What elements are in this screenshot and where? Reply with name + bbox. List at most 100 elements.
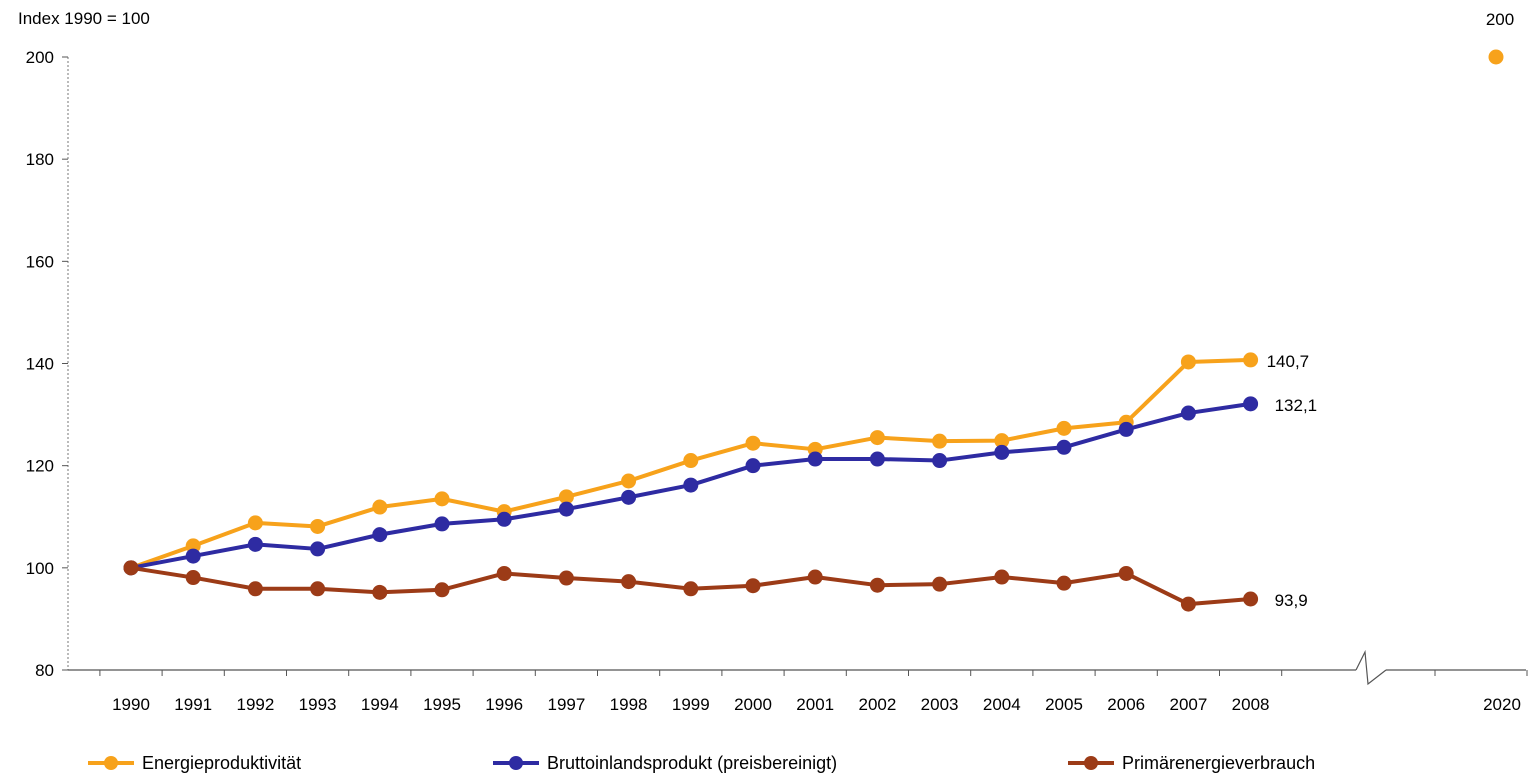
- data-point: [310, 541, 326, 557]
- data-point: [310, 581, 326, 597]
- data-point: [807, 451, 823, 467]
- x-tick-label: 2003: [921, 695, 959, 714]
- data-point: [869, 430, 885, 446]
- legend-swatch-marker: [1084, 756, 1098, 770]
- x-tick-label: 1992: [236, 695, 274, 714]
- x-tick-label: 1995: [423, 695, 461, 714]
- x-axis-break: [1355, 649, 1387, 686]
- x-tick-label: 1990: [112, 695, 150, 714]
- data-point: [1180, 354, 1196, 370]
- data-point: [558, 570, 574, 586]
- x-tick-label: 2005: [1045, 695, 1083, 714]
- data-point: [558, 501, 574, 517]
- data-point: [434, 582, 450, 598]
- data-point: [683, 581, 699, 597]
- data-point: [745, 435, 761, 451]
- legend-swatch-marker: [509, 756, 523, 770]
- y-tick-label: 200: [26, 48, 54, 67]
- data-point: [869, 451, 885, 467]
- legend-swatch: [1068, 756, 1114, 770]
- x-tick-label: 2002: [858, 695, 896, 714]
- series-1: 140,7: [123, 352, 1310, 576]
- series-3: 93,9: [123, 560, 1308, 612]
- data-point: [1056, 575, 1072, 591]
- data-point: [994, 433, 1010, 449]
- y-tick-label: 140: [26, 355, 54, 374]
- data-point: [932, 433, 948, 449]
- legend-swatch: [88, 756, 134, 770]
- data-point: [932, 576, 948, 592]
- legend-label: Energieproduktivität: [142, 752, 302, 773]
- data-point: [932, 453, 948, 469]
- data-point: [310, 518, 326, 534]
- legend-label: Bruttoinlandsprodukt (preisbereinigt): [547, 752, 838, 773]
- end-value-label: 93,9: [1275, 591, 1308, 610]
- data-point: [372, 527, 388, 543]
- data-point: [247, 515, 263, 531]
- data-point: [185, 570, 201, 586]
- x-tick-label: 2008: [1232, 695, 1270, 714]
- legend-item: Primärenergieverbrauch: [1068, 748, 1315, 778]
- series-2: 132,1: [123, 396, 1318, 576]
- x-tick-label: 1991: [174, 695, 212, 714]
- data-point: [1180, 405, 1196, 421]
- data-point: [621, 489, 637, 505]
- x-tick-label: 2000: [734, 695, 772, 714]
- y-tick-label: 120: [26, 457, 54, 476]
- data-point: [1243, 396, 1259, 412]
- data-point: [807, 569, 823, 585]
- data-point: [994, 569, 1010, 585]
- x-tick-label: 1993: [299, 695, 337, 714]
- data-point: [745, 578, 761, 594]
- x-tick-label: 1997: [547, 695, 585, 714]
- y-tick-label: 80: [35, 661, 54, 680]
- axes: 80 100 120 140 160 180 200 1990 1991 1992 1993 1994…: [26, 48, 1528, 714]
- data-point: [1243, 591, 1259, 607]
- data-point: [869, 577, 885, 593]
- x-tick-label: 2007: [1169, 695, 1207, 714]
- data-point: [1056, 420, 1072, 436]
- data-point: [1118, 421, 1134, 437]
- end-value-label: 132,1: [1275, 396, 1318, 415]
- target-value-label: 200: [1486, 10, 1514, 29]
- data-point: [372, 499, 388, 515]
- data-point: [434, 516, 450, 532]
- data-point: [1118, 565, 1134, 581]
- data-point: [621, 473, 637, 489]
- data-point: [1180, 596, 1196, 612]
- x-tick-label: 1994: [361, 695, 399, 714]
- legend-swatch: [493, 756, 539, 770]
- y-tick-label: 100: [26, 559, 54, 578]
- data-point: [994, 444, 1010, 460]
- data-point: [1243, 352, 1259, 368]
- legend-item: Bruttoinlandsprodukt (preisbereinigt): [493, 748, 837, 778]
- y-tick-label: 180: [26, 150, 54, 169]
- data-point: [496, 511, 512, 527]
- data-point: [185, 548, 201, 564]
- y-tick-label: 160: [26, 252, 54, 271]
- data-point: [683, 477, 699, 493]
- data-point: [745, 458, 761, 474]
- target-point: [1488, 49, 1504, 65]
- x-tick-label: 2006: [1107, 695, 1145, 714]
- data-point: [1056, 439, 1072, 455]
- y-axis-title: Index 1990 = 100: [18, 9, 150, 28]
- data-point: [372, 584, 388, 600]
- x-tick-label: 1996: [485, 695, 523, 714]
- end-value-label: 140,7: [1267, 352, 1310, 371]
- data-point: [247, 581, 263, 597]
- x-tick-label-target: 2020: [1483, 695, 1521, 714]
- legend-label: Primärenergieverbrauch: [1122, 752, 1316, 773]
- series-layer: 140,7 132,1 93,9: [123, 352, 1318, 612]
- data-point: [621, 574, 637, 590]
- x-tick-label: 1999: [672, 695, 710, 714]
- data-point: [558, 489, 574, 505]
- legend-item: Energieproduktivität: [88, 748, 301, 778]
- data-point: [434, 491, 450, 507]
- x-tick-label: 2001: [796, 695, 834, 714]
- x-tick-label: 2004: [983, 695, 1021, 714]
- data-point: [496, 565, 512, 581]
- data-point: [123, 560, 139, 576]
- data-point: [683, 453, 699, 469]
